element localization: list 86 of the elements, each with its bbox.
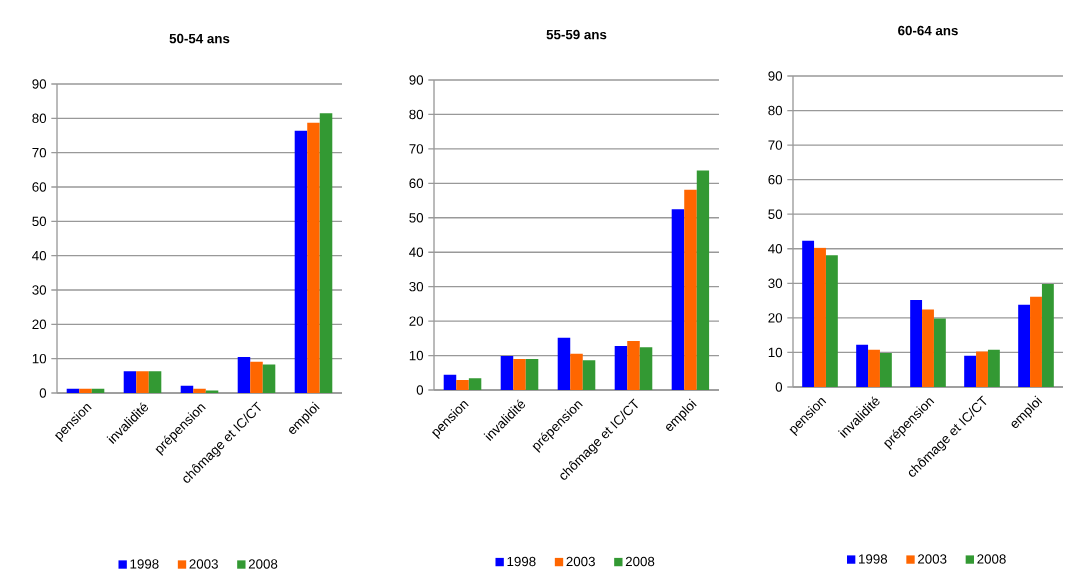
legend-label: 2008	[977, 554, 1006, 564]
legend-label: 2008	[625, 556, 655, 567]
bar	[123, 371, 137, 393]
y-tick-label: 70	[32, 147, 47, 158]
bar	[933, 318, 946, 387]
legend-label: 1998	[130, 559, 159, 569]
legend-label: 1998	[507, 556, 536, 567]
y-tick-label: 0	[416, 385, 424, 395]
bar	[294, 130, 308, 393]
y-tick-label: 10	[409, 350, 424, 361]
y-tick-label: 0	[775, 382, 783, 392]
legend-label: 2003	[918, 554, 947, 564]
bar	[525, 358, 539, 390]
y-tick-label: 0	[39, 388, 47, 398]
legend-label: 2003	[189, 559, 218, 569]
bar	[66, 388, 80, 393]
bar	[250, 361, 263, 393]
bar	[500, 355, 514, 390]
bar	[1030, 296, 1042, 387]
bar	[91, 388, 105, 393]
y-tick-label: 80	[32, 113, 47, 124]
bar	[456, 380, 469, 390]
y-tick-label: 30	[32, 285, 47, 295]
bar	[148, 371, 162, 393]
y-tick-label: 40	[32, 250, 47, 261]
bar	[180, 385, 194, 393]
y-tick-label: 20	[409, 316, 424, 326]
bar	[1018, 304, 1031, 387]
bar	[307, 122, 320, 393]
y-tick-label: 50	[768, 209, 783, 219]
y-tick-label: 90	[409, 75, 424, 85]
y-tick-label: 20	[768, 313, 783, 323]
bar	[814, 247, 826, 387]
y-tick-label: 60	[768, 174, 783, 185]
chart-title: 60-64 ans	[898, 25, 958, 36]
y-tick-label: 60	[409, 178, 424, 189]
bar	[964, 355, 977, 387]
chart-title: 55-59 ans	[546, 29, 607, 40]
bar	[922, 309, 934, 387]
legend-label: 2003	[566, 556, 595, 567]
bar	[802, 240, 815, 387]
bar	[582, 360, 596, 390]
bar	[513, 358, 526, 390]
y-tick-label: 10	[768, 347, 783, 358]
bar	[696, 170, 710, 390]
bar	[443, 374, 457, 390]
bar	[570, 353, 583, 390]
y-tick-label: 70	[409, 144, 424, 154]
bar	[79, 388, 92, 393]
bar	[262, 364, 276, 393]
bar	[614, 345, 628, 390]
y-tick-label: 40	[409, 247, 424, 257]
y-tick-label: 60	[32, 182, 47, 192]
y-tick-label: 80	[768, 105, 783, 116]
bar	[976, 351, 988, 387]
legend-label: 2008	[248, 559, 278, 569]
bar	[136, 371, 149, 393]
y-tick-label: 50	[32, 216, 47, 227]
y-tick-label: 80	[409, 109, 424, 120]
bar	[1041, 284, 1054, 387]
y-tick-label: 30	[768, 278, 783, 289]
bar	[868, 349, 880, 387]
legend-label: 1998	[859, 554, 888, 564]
y-tick-label: 20	[32, 319, 47, 330]
bar	[684, 189, 697, 390]
chart-title: 50-54 ans	[169, 33, 230, 44]
bar	[557, 337, 571, 390]
y-tick-label: 70	[768, 140, 783, 150]
bar	[639, 347, 653, 390]
bar	[627, 341, 640, 390]
bar	[468, 378, 482, 390]
y-tick-label: 10	[32, 353, 47, 364]
bar	[879, 353, 892, 387]
bar	[237, 356, 251, 393]
y-tick-label: 40	[768, 244, 783, 254]
bar	[910, 299, 923, 387]
y-tick-label: 50	[409, 213, 424, 223]
y-tick-label: 90	[32, 79, 47, 89]
y-tick-label: 30	[409, 281, 424, 292]
bar	[671, 209, 685, 390]
bar	[856, 344, 869, 387]
bar	[987, 349, 1000, 387]
bar	[319, 113, 333, 393]
y-tick-label: 90	[768, 71, 783, 81]
bar	[825, 255, 838, 387]
bar	[193, 388, 206, 393]
